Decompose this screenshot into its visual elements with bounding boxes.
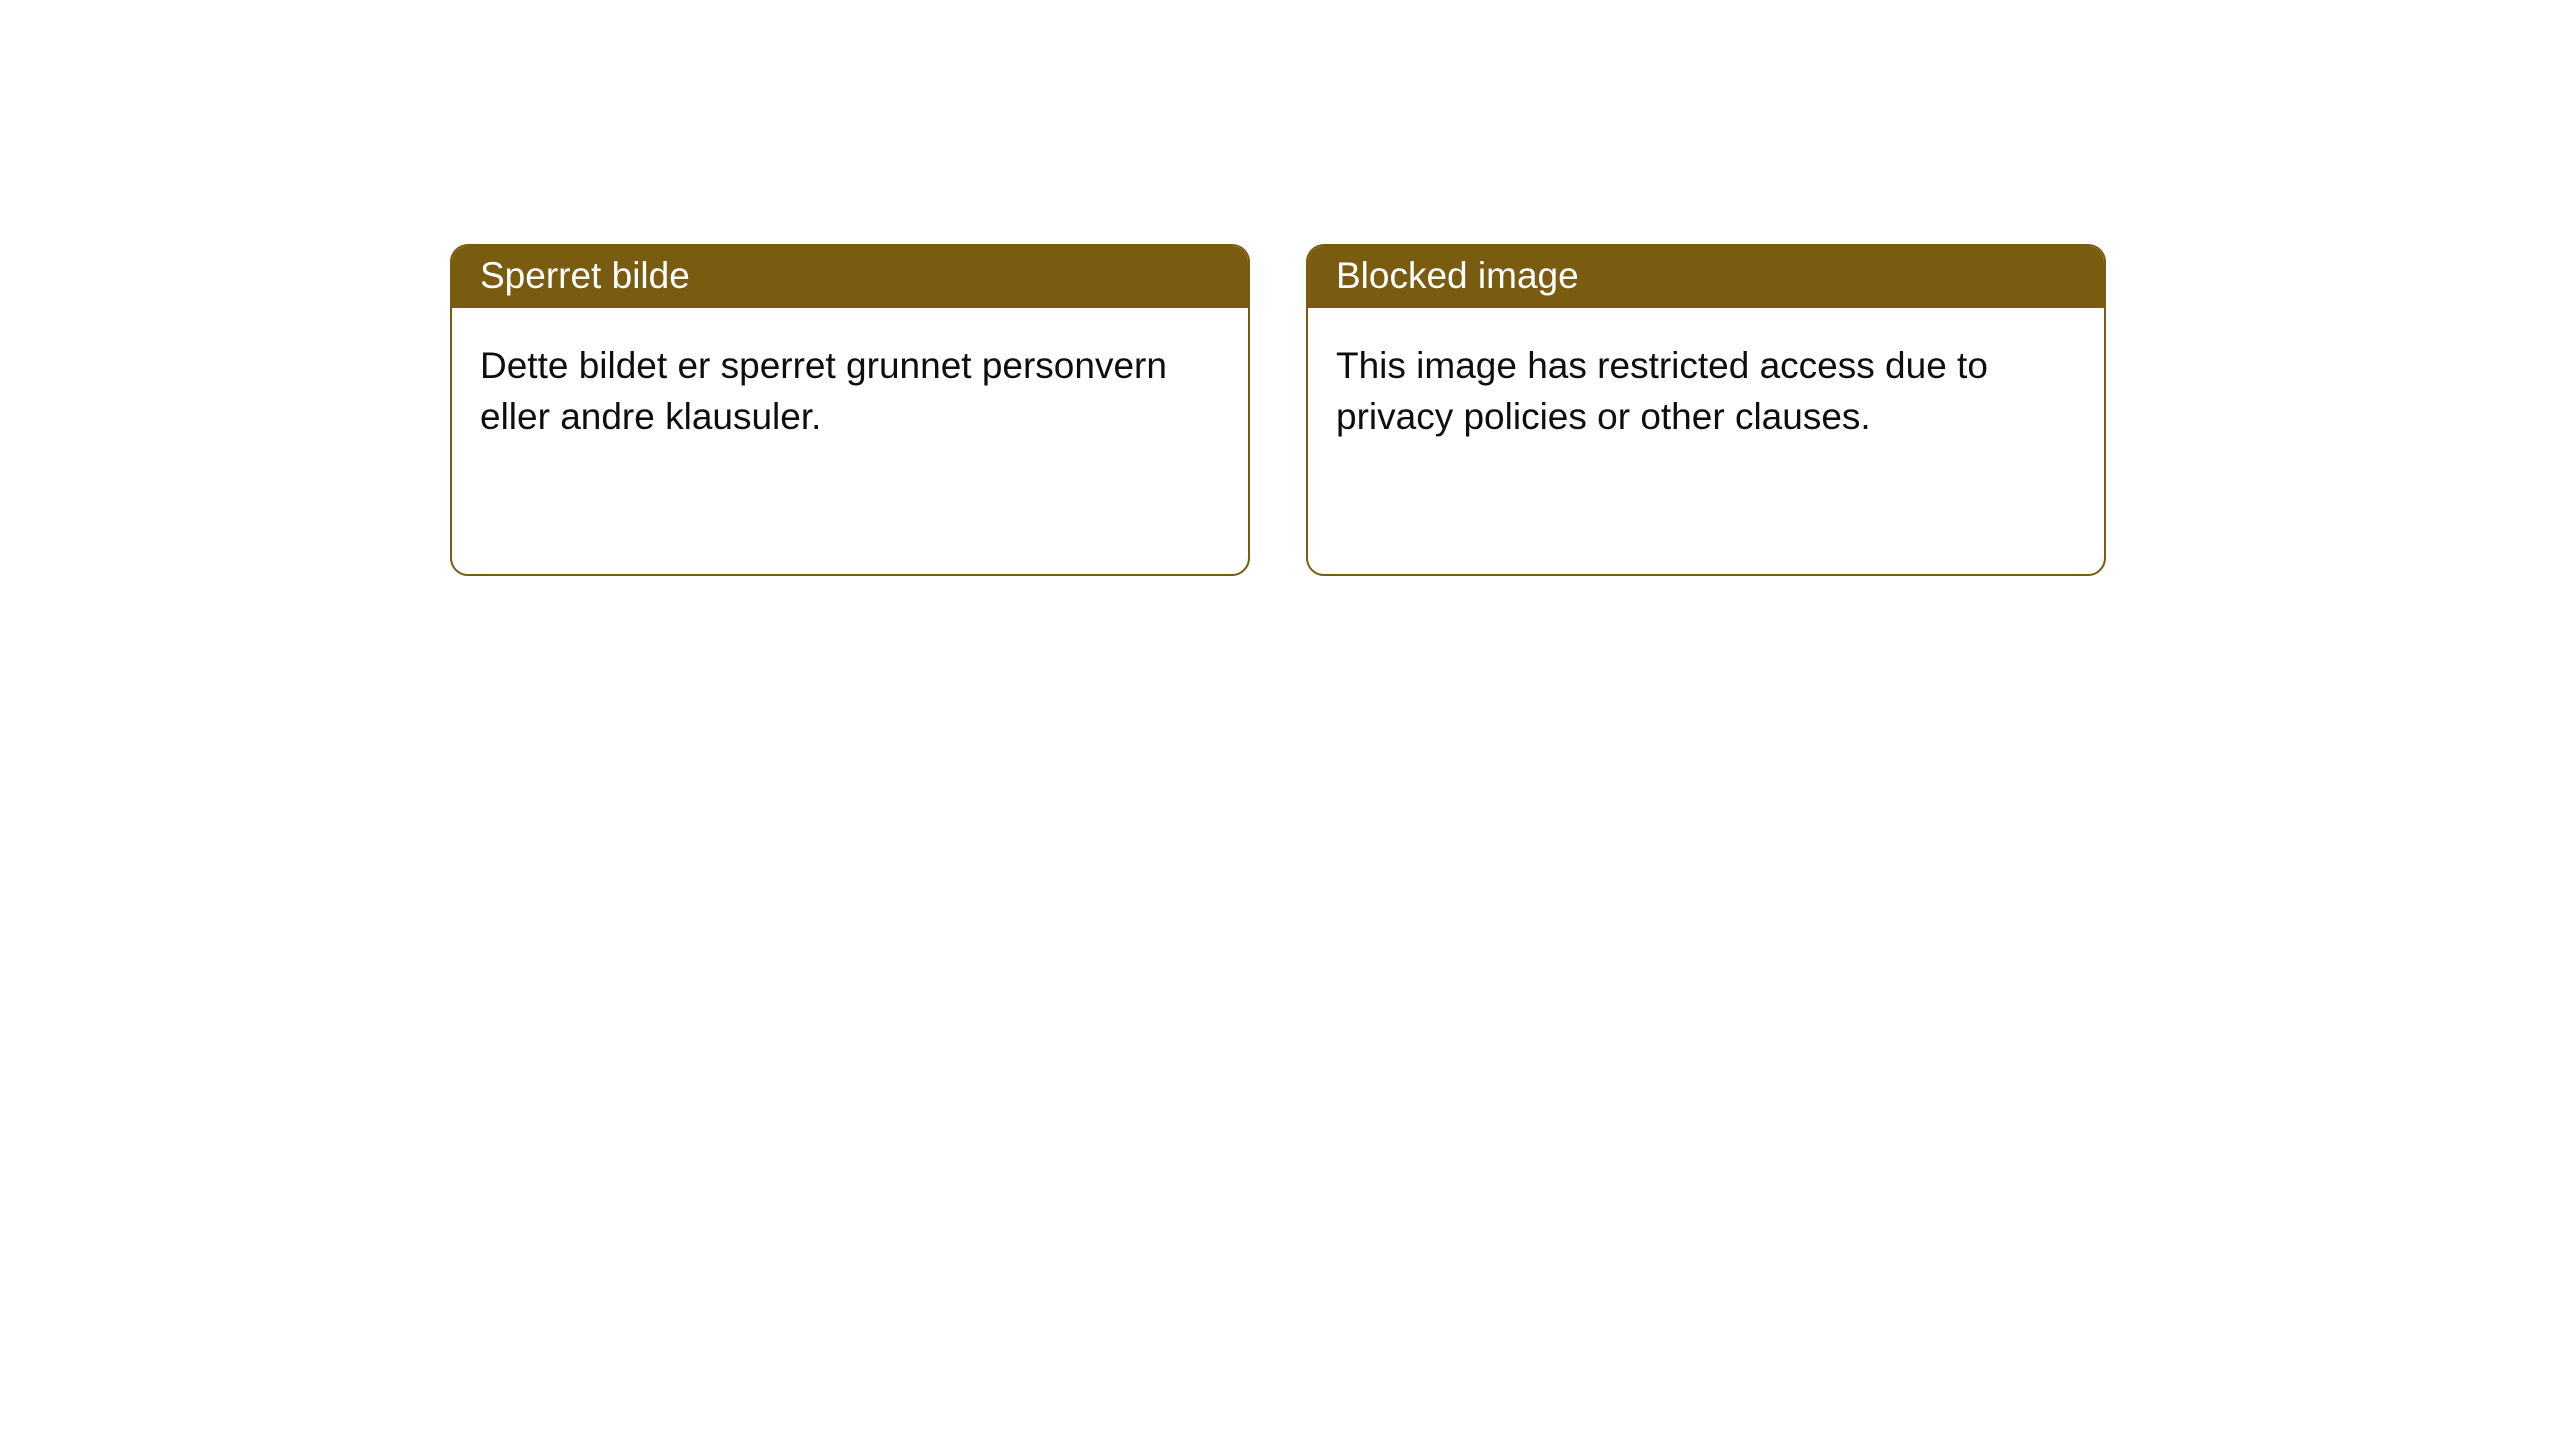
notice-title: Sperret bilde [480,255,690,296]
notice-title: Blocked image [1336,255,1579,296]
notice-card-header: Blocked image [1308,246,2104,308]
notice-container: Sperret bilde Dette bildet er sperret gr… [0,0,2560,576]
notice-card-header: Sperret bilde [452,246,1248,308]
notice-body-text: Dette bildet er sperret grunnet personve… [480,345,1167,437]
notice-card-norwegian: Sperret bilde Dette bildet er sperret gr… [450,244,1250,576]
notice-body-text: This image has restricted access due to … [1336,345,1988,437]
notice-card-body: This image has restricted access due to … [1308,308,2104,474]
notice-card-body: Dette bildet er sperret grunnet personve… [452,308,1248,474]
notice-card-english: Blocked image This image has restricted … [1306,244,2106,576]
